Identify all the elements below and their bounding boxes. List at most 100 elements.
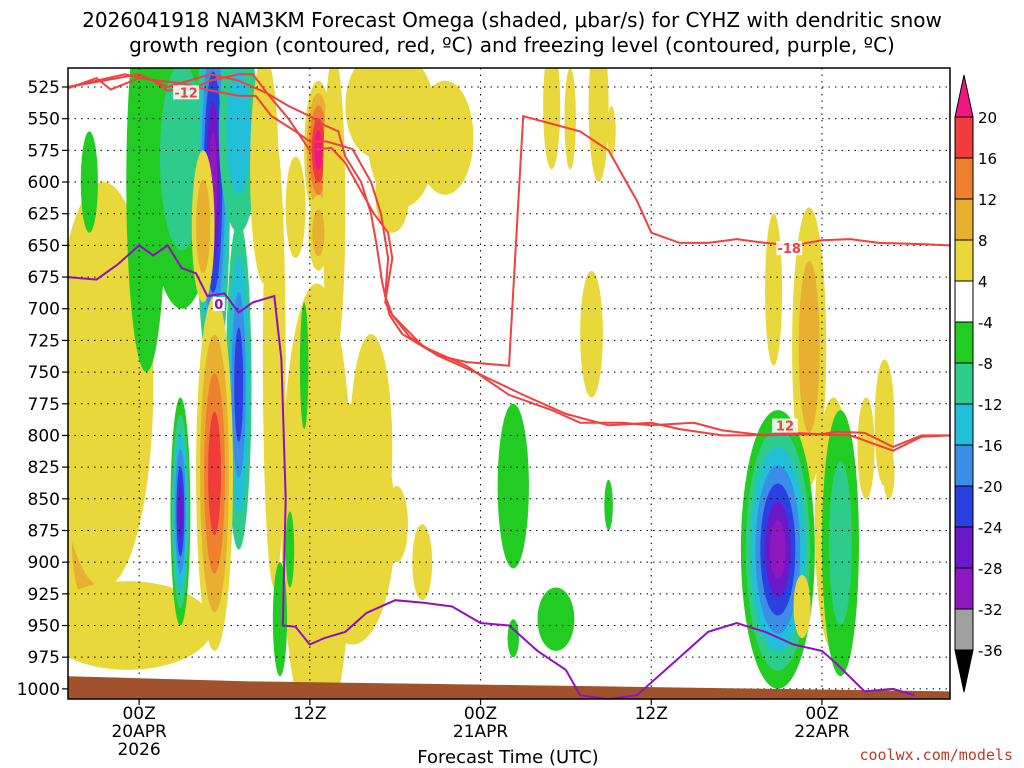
- colorbar-bin-4: [954, 280, 974, 323]
- omega-blob-13-level-0: [262, 131, 286, 588]
- colorbar: 20 16 12 8 4 -4 -8 -12 -16 -20 -24 -28 -32 -36: [954, 74, 1003, 693]
- colorbar-label-7: -12: [978, 396, 1003, 414]
- credit-link[interactable]: coolwx.com/models: [859, 746, 1013, 764]
- contour-label-freezing-level-0: 0: [214, 298, 223, 313]
- y-tick-label-625: 625: [28, 205, 60, 225]
- colorbar-label-12: -32: [978, 601, 1003, 619]
- terrain-ground: [68, 676, 950, 699]
- x-tick-label-48: 00Z: [805, 704, 838, 724]
- contours: 0 -12 -18 12: [68, 73, 950, 699]
- omega-blob-47-level-0: [793, 574, 811, 639]
- omega-blob-28-level-0: [299, 302, 309, 430]
- omega-blob-33-level-0: [588, 68, 609, 183]
- colorbar-bin-11: [954, 567, 974, 610]
- y-tick-label-925: 925: [28, 585, 60, 605]
- x-tick-date-0: 20APR: [111, 722, 167, 742]
- y-tick-label-900: 900: [28, 553, 60, 573]
- omega-blob-37-level-0: [537, 587, 575, 651]
- omega-blob-27-level-0: [412, 524, 433, 601]
- colorbar-label-1: 16: [978, 150, 997, 168]
- omega-blob-45-level-0: [883, 448, 895, 499]
- omega-blob-46-level-6: [770, 520, 786, 579]
- y-tick-label-750: 750: [28, 363, 60, 383]
- omega-blob-34-level-0: [607, 106, 616, 157]
- omega-blob-48-level-1: [829, 461, 852, 626]
- x-tick-label-12: 12Z: [293, 704, 326, 724]
- omega-blob-16-level-0: [322, 68, 346, 360]
- y-tick-label-650: 650: [28, 236, 60, 256]
- plot-area: 0 -12 -18 12: [68, 68, 950, 699]
- colorbar-top-arrow: [954, 74, 974, 118]
- omega-blob-30-level-0: [285, 511, 295, 588]
- omega-blob-15-level-0: [285, 156, 306, 259]
- omega-blob-31-level-0: [543, 68, 561, 170]
- y-tick-label-975: 975: [28, 648, 60, 668]
- grid-lines: [68, 68, 950, 699]
- colorbar-bin-1: [954, 157, 974, 200]
- omega-blob-17-level-1: [312, 209, 325, 257]
- omega-blob-39-level-0: [604, 479, 613, 531]
- chart-title-line2: growth region (contoured, red, ºC) and f…: [129, 33, 895, 57]
- colorbar-label-9: -20: [978, 478, 1003, 496]
- omega-blob-29-level-0: [272, 562, 288, 677]
- y-tick-label-525: 525: [28, 78, 60, 98]
- colorbar-label-2: 12: [978, 191, 997, 209]
- colorbar-bin-12: [954, 608, 974, 651]
- colorbar-bin-2: [954, 198, 974, 241]
- colorbar-label-4: 4: [978, 273, 988, 291]
- omega-blob-3-level-0: [80, 131, 98, 233]
- omega-shading: [68, 68, 895, 699]
- omega-blob-11-level-5: [177, 483, 183, 540]
- y-tick-label-1000: 1000: [17, 680, 60, 700]
- contour-label-bg-freezing-level-0: [212, 296, 225, 311]
- colorbar-label-6: -8: [978, 355, 993, 373]
- x-tick-year-0: 2026: [117, 740, 160, 760]
- omega-blob-36-level-0: [497, 403, 529, 569]
- contour-freezing-level: [68, 243, 915, 699]
- y-tick-label-700: 700: [28, 300, 60, 320]
- x-tick-date-48: 22APR: [794, 722, 850, 742]
- contour-label-bg-2: [771, 418, 798, 433]
- omega-blob-23-level-0: [281, 283, 353, 699]
- omega-blob-32-level-0: [564, 68, 576, 170]
- contour-dendritic-growth-lower: [68, 73, 950, 367]
- y-tick-label-550: 550: [28, 110, 60, 130]
- colorbar-label-10: -24: [978, 519, 1003, 537]
- y-tick-label-950: 950: [28, 617, 60, 637]
- contour-label-1: -18: [777, 242, 801, 257]
- omega-blob-40-level-0: [765, 213, 783, 366]
- omega-blob-8-level-3: [234, 327, 244, 443]
- omega-blob-35-level-0: [580, 270, 603, 398]
- omega-blob-26-level-0: [385, 486, 408, 563]
- y-tick-label-775: 775: [28, 395, 60, 415]
- colorbar-label-0: 20: [978, 109, 997, 127]
- y-tick-label-575: 575: [28, 141, 60, 161]
- contour-label-2: 12: [776, 420, 794, 435]
- omega-blob-10-level-3: [208, 411, 221, 536]
- x-tick-label-0: 00Z: [122, 704, 155, 724]
- omega-blob-7-level-1: [226, 68, 251, 194]
- omega-blob-25-level-0: [353, 365, 369, 417]
- y-tick-label-875: 875: [28, 521, 60, 541]
- plot-frame: [67, 67, 951, 700]
- colorbar-label-11: -28: [978, 560, 1003, 578]
- colorbar-bin-3: [954, 239, 974, 282]
- chart-title-line1: 2026041918 NAM3KM Forecast Omega (shaded…: [82, 8, 942, 32]
- colorbar-bin-7: [954, 403, 974, 446]
- y-tick-label-850: 850: [28, 490, 60, 510]
- colorbar-bin-10: [954, 526, 974, 569]
- contour-label-0: -12: [174, 86, 198, 101]
- colorbar-label-3: 8: [978, 232, 988, 250]
- colorbar-bin-6: [954, 362, 974, 405]
- colorbar-label-8: -16: [978, 437, 1003, 455]
- y-tick-label-725: 725: [28, 331, 60, 351]
- x-tick-label-36: 12Z: [635, 704, 668, 724]
- x-tick-date-24: 21APR: [453, 722, 509, 742]
- colorbar-label-5: -4: [978, 314, 993, 332]
- colorbar-bin-9: [954, 485, 974, 528]
- colorbar-bin-8: [954, 444, 974, 487]
- terrain: [68, 676, 950, 699]
- omega-blob-20-level-0: [416, 80, 474, 195]
